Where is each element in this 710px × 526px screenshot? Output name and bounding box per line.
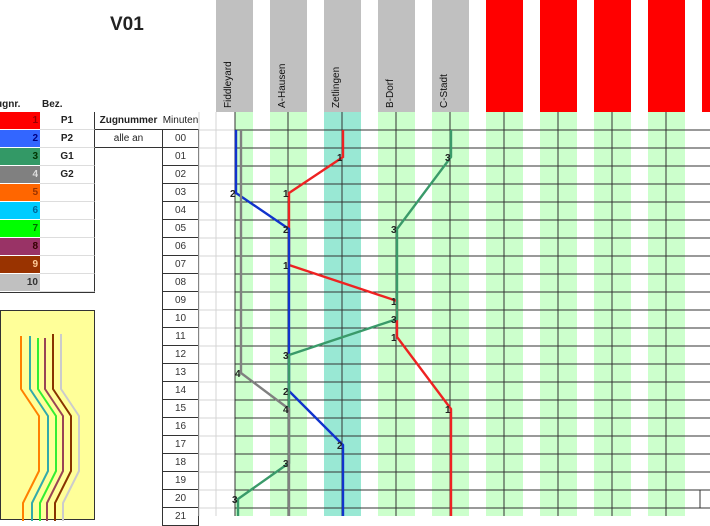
station-header-a-hausen[interactable]: A-Hausen bbox=[270, 0, 307, 112]
train-path-3 bbox=[236, 130, 453, 516]
grid-cell bbox=[699, 489, 710, 509]
header-zugnummer: Zugnummer bbox=[95, 112, 162, 130]
line-preview-graphic bbox=[20, 334, 80, 521]
train-number-label: 3 bbox=[283, 459, 289, 470]
train-bez-cell[interactable] bbox=[40, 184, 95, 202]
train-number-label: 1 bbox=[445, 405, 451, 416]
train-number-label: 3 bbox=[232, 495, 238, 506]
extra-column-header bbox=[648, 0, 685, 112]
train-color-cell[interactable]: 5 bbox=[0, 184, 40, 202]
train-number-label: 3 bbox=[283, 351, 289, 362]
train-number-label: 2 bbox=[337, 441, 343, 452]
station-stripe bbox=[235, 112, 253, 516]
station-header-b-dorf[interactable]: B-Dorf bbox=[378, 0, 415, 112]
sheet-title: V01 bbox=[110, 14, 144, 35]
zugnummer-value[interactable]: alle an bbox=[95, 130, 162, 148]
train-path-1 bbox=[287, 130, 453, 516]
station-header-zetlingen[interactable]: Zetlingen bbox=[324, 0, 361, 112]
train-number-label: 2 bbox=[230, 189, 236, 200]
train-bez-cell[interactable]: P2 bbox=[40, 130, 95, 148]
train-color-cell[interactable]: 8 bbox=[0, 238, 40, 256]
train-number-label: 1 bbox=[283, 189, 289, 200]
train-number-label: 4 bbox=[235, 369, 241, 380]
train-number-label: 2 bbox=[283, 387, 289, 398]
train-number-label: 2 bbox=[283, 225, 289, 236]
train-color-cell[interactable]: 7 bbox=[0, 220, 40, 238]
train-number-label: 3 bbox=[445, 153, 451, 164]
line-style-preview bbox=[0, 310, 95, 521]
train-bez-cell[interactable] bbox=[40, 274, 95, 292]
train-number-label: 1 bbox=[391, 297, 397, 308]
extra-column-header bbox=[540, 0, 577, 112]
train-color-cell[interactable]: 3 bbox=[0, 148, 40, 166]
train-path-2 bbox=[234, 130, 345, 516]
header-minuten: Minuten bbox=[162, 112, 199, 130]
train-number-label: 3 bbox=[391, 225, 397, 236]
train-number-label: 3 bbox=[391, 315, 397, 326]
train-number-label: 1 bbox=[283, 261, 289, 272]
header-bez: Bez. bbox=[42, 99, 63, 110]
train-bez-cell[interactable] bbox=[40, 220, 95, 238]
train-bez-cell[interactable] bbox=[40, 256, 95, 274]
train-bez-cell[interactable] bbox=[40, 202, 95, 220]
station-header-fiddleyard[interactable]: Fiddleyard bbox=[216, 0, 253, 112]
train-color-cell[interactable]: 1 bbox=[0, 112, 40, 130]
extra-column-header bbox=[594, 0, 631, 112]
train-color-cell[interactable]: 4 bbox=[0, 166, 40, 184]
station-header-c-stadt[interactable]: C-Stadt bbox=[432, 0, 469, 112]
legend-bottom-border bbox=[0, 292, 95, 293]
train-path-4 bbox=[239, 130, 291, 516]
header-zugnr: ugnr. bbox=[0, 99, 21, 110]
train-number-label: 1 bbox=[391, 333, 397, 344]
train-number-label: 1 bbox=[337, 153, 343, 164]
train-color-cell[interactable]: 6 bbox=[0, 202, 40, 220]
train-bez-cell[interactable] bbox=[40, 238, 95, 256]
train-color-cell[interactable]: 10 bbox=[0, 274, 40, 292]
train-bez-cell[interactable]: G2 bbox=[40, 166, 95, 184]
train-bez-cell[interactable]: P1 bbox=[40, 112, 95, 130]
extra-column-header bbox=[702, 0, 710, 112]
train-color-cell[interactable]: 9 bbox=[0, 256, 40, 274]
train-number-label: 4 bbox=[283, 405, 289, 416]
extra-column-header bbox=[486, 0, 523, 112]
train-color-cell[interactable]: 2 bbox=[0, 130, 40, 148]
train-bez-cell[interactable]: G1 bbox=[40, 148, 95, 166]
